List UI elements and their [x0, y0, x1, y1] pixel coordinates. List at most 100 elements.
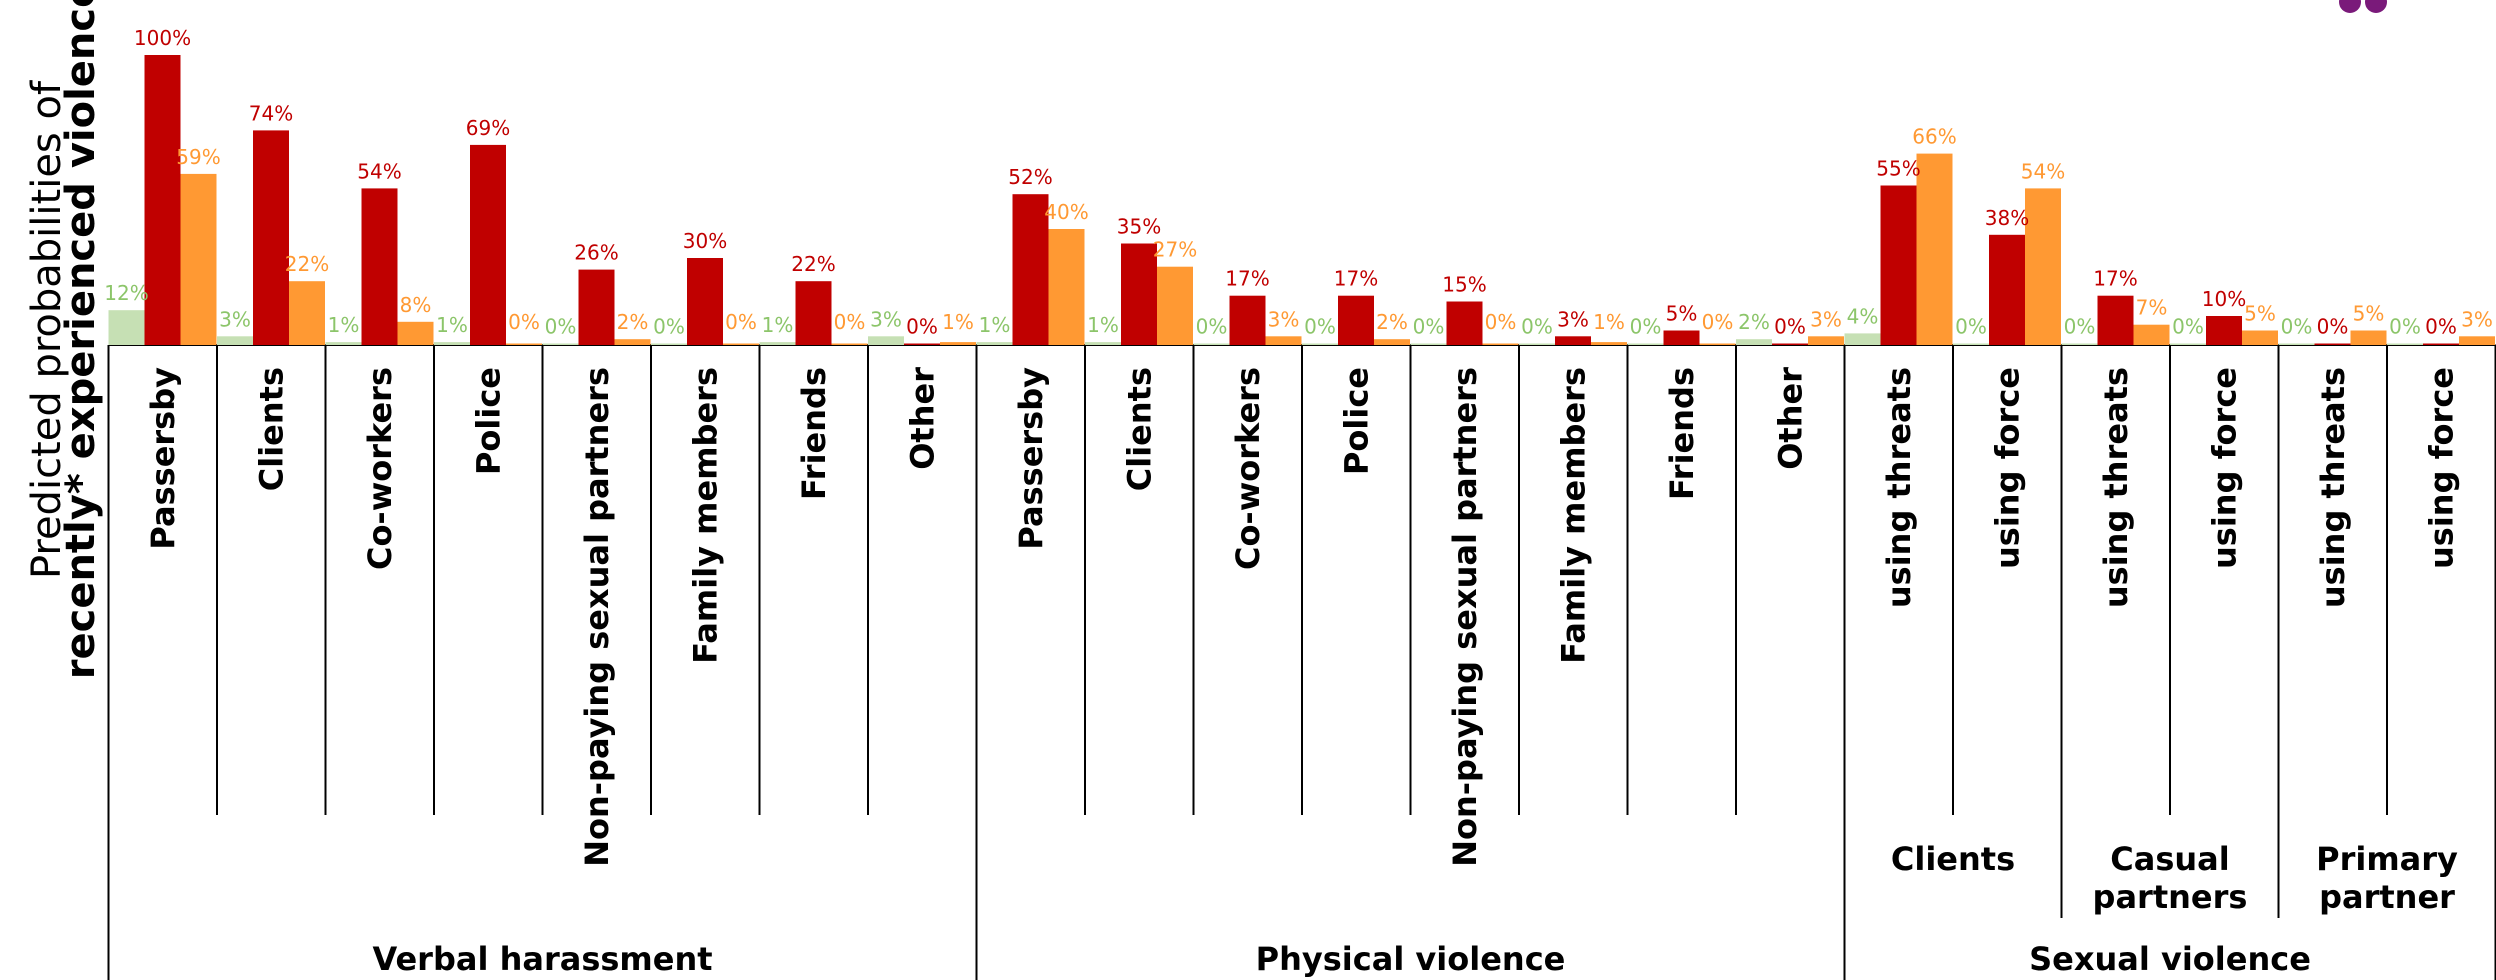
y-axis-label: Predicted probabilities of recently* exp…	[24, 0, 104, 679]
value-label-s0-14: 0%	[1630, 315, 1662, 339]
value-label-s2-14: 0%	[1702, 310, 1734, 334]
bar-s2-5	[723, 343, 759, 345]
category-label-15: Other	[1771, 367, 1809, 470]
value-label-s2-15: 3%	[1810, 307, 1842, 331]
group-label-1: Physical violence	[1256, 940, 1566, 978]
axis-frame	[107, 344, 2496, 980]
bar-s1-18	[2097, 295, 2134, 345]
value-label-s2-19: 5%	[2244, 302, 2276, 326]
subgroup-label-1-0: Casual	[2110, 840, 2229, 878]
value-labels: 12%3% 1% 1% 0% 0% 1% 3% 1% 1% 0% 0% 0% 0% 0% 2% 4% 0% 0% 0…	[104, 26, 2493, 339]
bar-s0-6	[759, 342, 796, 345]
bar-s1-17	[1989, 234, 2025, 345]
bar-s1-6	[795, 281, 832, 345]
category-label-14: Friends	[1663, 367, 1701, 500]
logo-icon	[2339, 0, 2387, 13]
category-label-2: Co-workers	[361, 367, 399, 570]
value-label-s2-7: 1%	[942, 310, 974, 334]
value-label-s1-4: 26%	[574, 241, 618, 265]
value-label-s1-12: 15%	[1442, 273, 1486, 297]
value-label-s1-17: 38%	[1985, 206, 2029, 230]
value-label-s0-20: 0%	[2281, 315, 2313, 339]
category-label-21: using force	[2422, 367, 2460, 569]
bar-s2-9	[1157, 266, 1193, 345]
bar-s1-19	[2206, 316, 2242, 345]
bar-s0-21	[2387, 343, 2423, 345]
value-label-s2-3: 0%	[508, 310, 540, 334]
bar-s2-0	[180, 173, 217, 345]
value-label-s0-19: 0%	[2172, 315, 2204, 339]
bar-s2-2	[397, 321, 434, 345]
value-label-s2-2: 8%	[400, 293, 432, 317]
value-label-s2-13: 1%	[1593, 310, 1625, 334]
bar-s2-16	[1916, 153, 1953, 345]
value-label-s0-12: 0%	[1413, 315, 1445, 339]
value-label-s1-7: 0%	[906, 315, 938, 339]
value-label-s2-12: 0%	[1485, 310, 1517, 334]
value-label-s1-2: 54%	[357, 159, 401, 183]
bar-s1-12	[1446, 301, 1483, 345]
bar-s2-21	[2459, 336, 2495, 345]
category-labels: Passersby Clients Co-workers Police Non-payi…	[144, 367, 2461, 867]
bar-s2-6	[831, 343, 868, 345]
value-label-s1-6: 22%	[791, 252, 835, 276]
group-label-2: Sexual violence	[2029, 940, 2311, 978]
bar-s0-1	[217, 336, 253, 345]
bar-s1-14	[1663, 330, 1700, 345]
subgroup-label-0-0: Clients	[1891, 840, 2015, 878]
category-label-16: using threats	[1880, 367, 1918, 608]
value-label-s1-13: 3%	[1557, 307, 1589, 331]
value-label-s2-20: 5%	[2353, 302, 2385, 326]
category-label-17: using force	[1988, 367, 2026, 569]
value-label-s2-8: 40%	[1044, 200, 1088, 224]
bar-s1-16	[1880, 185, 1917, 345]
category-label-9: Clients	[1120, 367, 1158, 491]
bar-s1-0	[144, 55, 181, 345]
value-label-s2-6: 0%	[834, 310, 866, 334]
bar-s0-10	[1193, 343, 1230, 345]
value-label-s0-13: 0%	[1521, 315, 1553, 339]
bar-s2-18	[2133, 324, 2170, 345]
value-label-s1-11: 17%	[1334, 267, 1378, 291]
value-label-s2-16: 66%	[1912, 125, 1956, 149]
bar-s0-8	[976, 342, 1013, 345]
value-label-s1-8: 52%	[1008, 165, 1052, 189]
bar-s2-8	[1048, 229, 1085, 345]
value-label-s0-11: 0%	[1304, 315, 1336, 339]
bar-s0-5	[651, 343, 687, 345]
value-label-s2-21: 3%	[2461, 307, 2493, 331]
bar-s2-14	[1699, 343, 1736, 345]
value-label-s2-18: 7%	[2136, 296, 2168, 320]
value-label-s0-2: 1%	[328, 313, 360, 337]
value-label-s1-9: 35%	[1117, 215, 1161, 239]
bar-s0-3	[434, 342, 470, 345]
bar-s0-2	[325, 342, 362, 345]
bar-s1-20	[2314, 343, 2351, 345]
value-label-s1-10: 17%	[1225, 267, 1269, 291]
bar-s0-15	[1736, 339, 1772, 345]
category-label-1: Clients	[252, 367, 290, 491]
bars	[108, 55, 2495, 345]
value-label-s0-3: 1%	[436, 313, 468, 337]
subgroup-label-2-0: Primary	[2316, 840, 2458, 878]
bar-s2-11	[1374, 339, 1410, 345]
value-label-s0-4: 0%	[545, 315, 577, 339]
bar-s2-7	[940, 342, 976, 345]
value-label-s2-5: 0%	[725, 310, 757, 334]
value-label-s2-9: 27%	[1153, 238, 1197, 262]
bar-s2-19	[2242, 330, 2278, 345]
value-label-s1-3: 69%	[466, 116, 510, 140]
bar-s1-4	[578, 269, 615, 345]
value-label-s0-0: 12%	[104, 281, 148, 305]
bar-s2-13	[1591, 342, 1627, 345]
bar-s0-4	[542, 343, 579, 345]
category-label-10: Co-workers	[1229, 367, 1267, 570]
y-axis-label-line2: recently* experienced violence	[58, 0, 104, 679]
bar-s2-12	[1482, 343, 1519, 345]
bar-s0-13	[1519, 343, 1555, 345]
bar-s2-20	[2350, 330, 2387, 345]
value-label-s1-15: 0%	[1774, 315, 1806, 339]
bar-s0-16	[1844, 333, 1881, 345]
bar-s1-9	[1121, 243, 1157, 345]
bar-s0-11	[1302, 343, 1338, 345]
